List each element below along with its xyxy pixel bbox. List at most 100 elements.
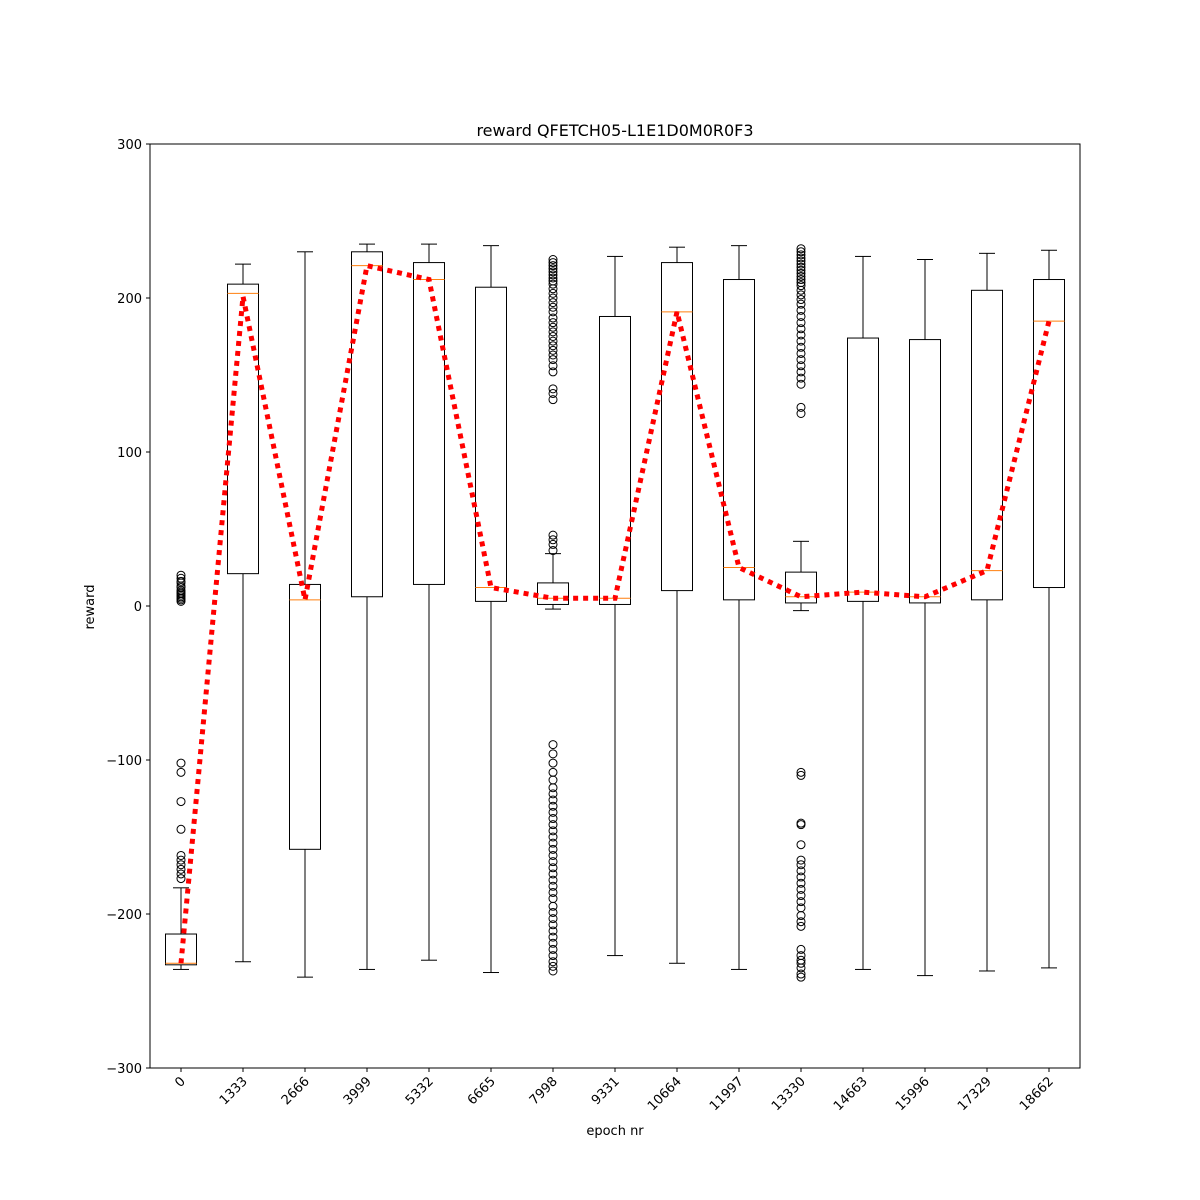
box <box>1033 279 1065 589</box>
outlier-point <box>548 749 558 759</box>
outlier-point <box>548 313 558 323</box>
y-tick-label: 100 <box>117 446 142 461</box>
outlier-point <box>796 342 806 352</box>
outlier-point <box>548 863 558 873</box>
outlier-point <box>796 250 806 260</box>
outlier-point <box>548 270 558 280</box>
outlier-point <box>548 255 558 264</box>
outlier-point <box>548 758 558 768</box>
outlier-point <box>796 281 806 291</box>
outlier-point <box>548 318 558 328</box>
y-tick-label: 0 <box>134 600 142 615</box>
outlier-point <box>796 285 806 295</box>
outlier-point <box>796 247 806 257</box>
outlier-point <box>176 860 186 870</box>
outlier-point <box>548 361 558 371</box>
median-trend-line <box>178 262 1052 964</box>
outlier-point <box>796 820 806 830</box>
outlier-point <box>548 267 558 277</box>
outlier-point <box>548 881 558 891</box>
outlier-point <box>548 284 558 294</box>
outlier-point <box>548 820 558 830</box>
outlier-point <box>548 279 558 289</box>
outlier-point <box>548 384 558 394</box>
outlier-point <box>796 917 806 927</box>
box-group-15996 <box>909 259 941 977</box>
outlier-point <box>796 275 806 285</box>
outlier-point <box>548 832 558 842</box>
outlier-point <box>548 783 558 793</box>
outlier-point <box>796 969 806 979</box>
y-tick-label: 200 <box>117 292 142 307</box>
outlier-point <box>796 262 806 272</box>
outlier-point <box>796 944 806 954</box>
outlier-point <box>548 938 558 948</box>
outlier-point <box>796 311 806 321</box>
outlier-point <box>548 258 558 268</box>
outlier-point <box>796 265 806 275</box>
outlier-point <box>796 379 806 389</box>
outlier-point <box>796 253 806 263</box>
outlier-point <box>796 402 806 412</box>
box <box>847 337 879 602</box>
outlier-point <box>548 901 558 911</box>
box-group-7998 <box>537 255 569 976</box>
outlier-point <box>796 891 806 901</box>
outlier-point <box>548 298 558 308</box>
y-axis-label: reward <box>83 584 98 629</box>
outlier-point <box>548 530 558 540</box>
outlier-point <box>176 797 186 807</box>
outlier-point <box>548 322 558 332</box>
outlier-point <box>176 767 186 777</box>
outlier-point <box>548 957 558 967</box>
y-tick-label: 300 <box>117 138 142 153</box>
outlier-point <box>796 361 806 371</box>
box-group-9331 <box>599 255 631 957</box>
outlier-point <box>796 921 806 931</box>
box-group-17329 <box>971 252 1003 972</box>
box <box>227 283 259 575</box>
outlier-point <box>796 866 806 876</box>
outlier-point <box>796 330 806 340</box>
outlier-point <box>176 824 186 834</box>
box-group-2666 <box>289 251 321 978</box>
outlier-point <box>548 801 558 811</box>
outlier-point <box>548 302 558 312</box>
box-group-11997 <box>723 245 755 970</box>
outlier-point <box>176 855 186 865</box>
outlier-point <box>796 348 806 358</box>
outlier-point <box>548 932 558 942</box>
outlier-point <box>548 395 558 405</box>
box <box>289 583 321 850</box>
outlier-point <box>796 318 806 328</box>
outlier-point <box>796 770 806 780</box>
outlier-point <box>548 966 558 976</box>
outlier-point <box>548 336 558 346</box>
outlier-point <box>796 911 806 921</box>
box-group-0 <box>165 570 197 970</box>
outlier-point <box>796 259 806 269</box>
outlier-point <box>176 758 186 768</box>
y-tick-label: −100 <box>106 754 142 769</box>
outlier-point <box>796 324 806 334</box>
outlier-point <box>548 367 558 377</box>
outlier-point <box>548 332 558 341</box>
outlier-point <box>548 920 558 930</box>
outlier-point <box>548 535 558 545</box>
box <box>785 571 817 604</box>
outlier-point <box>548 273 558 283</box>
outlier-point <box>548 388 558 398</box>
outlier-point <box>176 874 186 884</box>
outlier-point <box>176 869 186 879</box>
outlier-point <box>796 295 806 305</box>
outlier-point <box>796 373 806 383</box>
outlier-point <box>796 290 806 300</box>
outlier-point <box>548 261 558 271</box>
y-tick-label: −300 <box>106 1062 142 1077</box>
outlier-point <box>796 409 806 418</box>
outlier-point <box>796 884 806 894</box>
outlier-point <box>548 875 558 885</box>
x-axis-label: epoch nr <box>586 1124 644 1139</box>
outlier-point <box>548 293 558 303</box>
